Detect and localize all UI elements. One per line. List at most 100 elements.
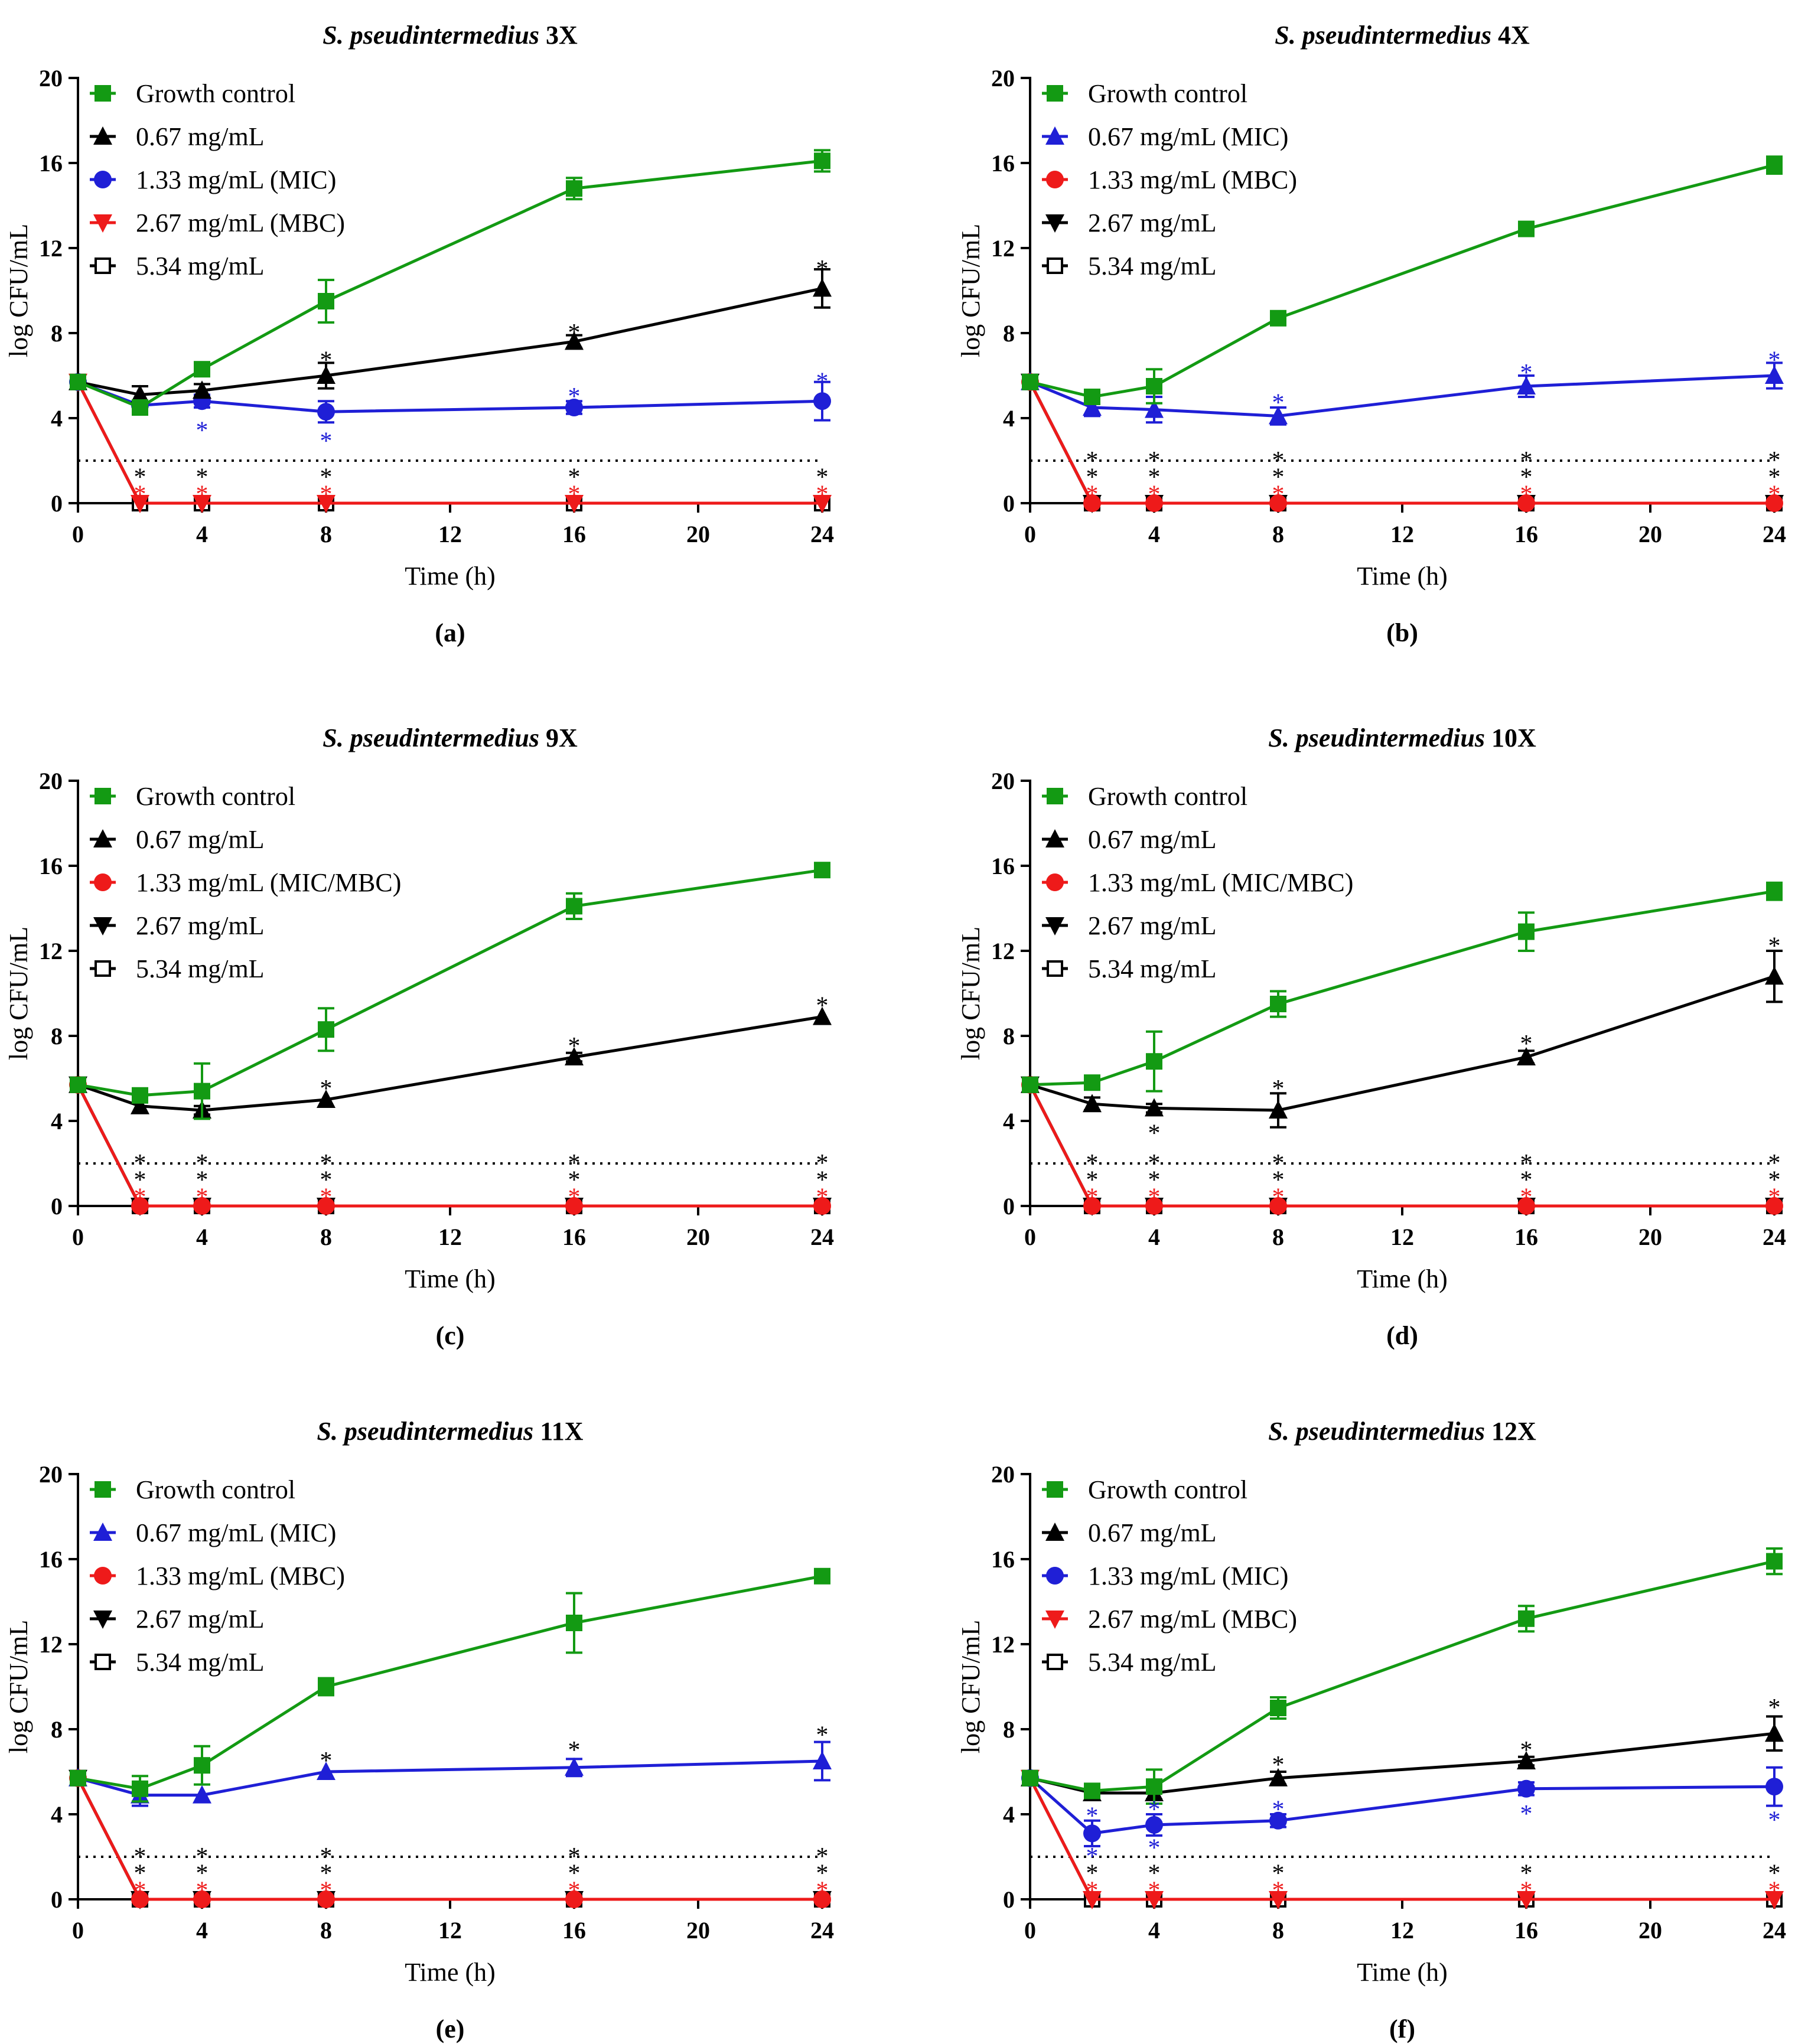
y-tick-label: 20	[991, 65, 1015, 92]
significance-marker: *	[816, 481, 829, 508]
data-point	[131, 1197, 149, 1215]
data-point	[317, 1762, 335, 1780]
legend-label: 1.33 mg/mL (MIC/MBC)	[1088, 868, 1353, 897]
significance-marker: *	[1086, 1860, 1099, 1887]
panel-label: (b)	[1386, 618, 1418, 647]
chart-title: S. pseudintermedius 3X	[322, 21, 578, 50]
x-tick-label: 4	[1148, 521, 1160, 547]
significance-marker: *	[816, 464, 829, 491]
series-line	[1028, 1084, 1774, 1208]
data-point	[131, 1890, 149, 1908]
data-point	[1517, 1197, 1535, 1215]
significance-marker: *	[134, 1860, 146, 1887]
data-point	[1270, 309, 1286, 327]
legend-marker	[1047, 1481, 1063, 1498]
y-tick-label: 12	[39, 235, 63, 262]
y-tick-label: 0	[1003, 1193, 1015, 1220]
significance-marker: *	[1272, 1150, 1285, 1177]
legend-marker	[95, 1654, 111, 1670]
significance-marker: *	[1086, 1802, 1099, 1830]
significance-marker: *	[196, 1184, 209, 1211]
chart-title-species: S. pseudintermedius	[1268, 1417, 1485, 1446]
series-0-67-mg-ml	[69, 1006, 832, 1119]
data-point	[318, 293, 334, 309]
significance-marker: *	[1086, 1843, 1099, 1870]
legend-entry: 2.67 mg/mL	[1042, 208, 1217, 237]
data-point	[317, 1890, 335, 1908]
significance-marker: *	[1768, 464, 1781, 491]
x-tick-label: 0	[1024, 1917, 1036, 1944]
significance-marker: *	[196, 464, 209, 491]
x-tick-label: 8	[1272, 1224, 1284, 1250]
significance-marker: *	[1768, 933, 1781, 960]
significance-marker: *	[568, 1033, 581, 1060]
data-point	[132, 1780, 148, 1797]
y-tick-label: 16	[39, 853, 63, 879]
x-tick-label: 0	[1024, 1224, 1036, 1250]
series-line	[77, 1015, 823, 1112]
y-axis-label: log CFU/mL	[4, 224, 33, 357]
data-point	[1269, 1197, 1287, 1215]
significance-marker: *	[816, 992, 829, 1019]
series-line	[1029, 1776, 1775, 1836]
chart-title: S. pseudintermedius 11X	[317, 1417, 583, 1446]
y-tick-label: 8	[51, 1716, 63, 1743]
significance-marker: *	[1520, 1150, 1533, 1177]
data-point	[1517, 1751, 1536, 1769]
legend-marker	[1047, 85, 1063, 102]
data-point	[1269, 1811, 1287, 1830]
series-line	[1030, 974, 1775, 1112]
data-point	[193, 380, 211, 399]
series-line	[1030, 1732, 1775, 1795]
data-point	[1270, 996, 1286, 1012]
x-tick-label: 20	[686, 521, 710, 547]
legend-label: 2.67 mg/mL (MBC)	[136, 208, 345, 237]
data-point	[194, 361, 210, 378]
legend-marker	[1047, 960, 1063, 977]
x-tick-label: 24	[810, 1917, 834, 1944]
data-point	[1269, 1891, 1288, 1909]
significance-marker: *	[1768, 1807, 1781, 1834]
significance-marker: *	[1272, 1860, 1285, 1887]
significance-marker: *	[196, 1150, 209, 1177]
significance-marker: *	[1148, 447, 1161, 474]
data-point	[1766, 1553, 1783, 1570]
significance-marker: *	[1086, 447, 1099, 474]
chart-title-species: S. pseudintermedius	[322, 723, 539, 752]
legend-entry: 1.33 mg/mL (MIC/MBC)	[1042, 868, 1353, 897]
significance-marker: *	[1520, 1877, 1533, 1904]
y-tick-label: 16	[39, 1546, 63, 1573]
legend-marker	[1046, 1567, 1064, 1585]
y-tick-label: 20	[39, 768, 63, 794]
data-point	[317, 366, 335, 384]
significance-marker: *	[134, 1167, 146, 1194]
legend-marker	[95, 788, 111, 804]
legend-label: 1.33 mg/mL (MBC)	[1088, 165, 1297, 194]
legend-label: 5.34 mg/mL	[136, 252, 265, 281]
significance-marker: *	[134, 1843, 146, 1870]
data-point	[1517, 494, 1535, 512]
x-tick-label: 0	[1024, 521, 1036, 547]
significance-marker: *	[1272, 390, 1285, 417]
significance-marker: *	[1520, 1801, 1533, 1828]
x-axis-label: Time (h)	[405, 562, 496, 591]
y-tick-label: 4	[1003, 405, 1015, 432]
significance-marker: *	[1272, 1877, 1285, 1904]
y-axis-label: log CFU/mL	[956, 224, 985, 357]
x-tick-label: 24	[810, 521, 834, 547]
legend-marker	[1045, 1611, 1064, 1629]
data-point	[814, 152, 830, 169]
significance-marker: *	[1768, 1167, 1781, 1194]
x-tick-label: 24	[1763, 1224, 1786, 1250]
significance-marker: *	[196, 417, 209, 444]
data-point	[1269, 494, 1287, 512]
legend-marker	[93, 917, 112, 935]
y-axis-label: log CFU/mL	[4, 927, 33, 1060]
legend-marker	[94, 873, 112, 891]
chart-title: S. pseudintermedius 12X	[1268, 1417, 1536, 1446]
chart-title-space	[539, 21, 546, 50]
chart-panel-b: S. pseudintermedius 4X 0 4 8 12 16 20 24 0 4 8 12 16…	[956, 21, 1786, 647]
significance-marker: *	[134, 1184, 146, 1211]
x-tick-label: 12	[438, 521, 462, 547]
series-5-34-mg-ml	[70, 1769, 830, 1908]
